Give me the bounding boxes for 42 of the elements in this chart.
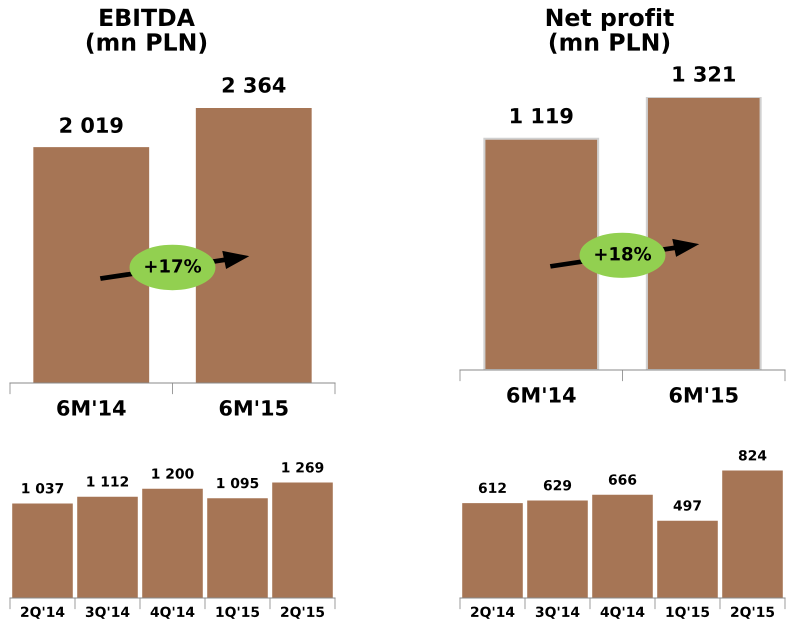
x-tick-label: 6M'14 — [507, 387, 576, 403]
data-label: 824 — [738, 450, 766, 461]
x-tick-label: 3Q'14 — [86, 606, 130, 619]
annotation: +18% — [595, 246, 652, 261]
data-label: 1 269 — [282, 462, 324, 473]
x-tick-label: 2Q'14 — [21, 606, 64, 619]
data-label: 1 095 — [217, 478, 258, 488]
bar — [527, 500, 588, 598]
x-tick-label: 6M'15 — [670, 387, 738, 403]
data-label: 2 364 — [222, 77, 286, 93]
x-tick-label: 2Q'15 — [731, 606, 774, 619]
bar — [657, 520, 718, 598]
bar — [77, 496, 138, 598]
bar — [207, 498, 268, 598]
data-label: 1 200 — [152, 468, 194, 479]
x-tick-label: 1Q'15 — [666, 606, 710, 619]
x-tick-label: 4Q'14 — [150, 606, 194, 619]
chart-title: Net profit (mn PLN) — [546, 8, 674, 54]
x-tick-label: 3Q'14 — [536, 606, 580, 619]
data-label: 629 — [544, 480, 572, 490]
data-label: 612 — [478, 482, 506, 494]
data-label: 2 019 — [60, 117, 123, 133]
data-label: 1 321 — [673, 66, 735, 82]
chart-title: EBITDA (mn PLN) — [86, 8, 206, 54]
data-label: 1 119 — [510, 108, 573, 124]
bar — [272, 482, 333, 598]
x-tick-label: 2Q'15 — [281, 606, 324, 619]
x-tick-label: 4Q'14 — [600, 606, 644, 619]
x-tick-label: 6M'14 — [57, 400, 126, 416]
x-tick-label: 1Q'15 — [216, 606, 260, 619]
bar — [722, 470, 783, 598]
bar — [592, 494, 653, 598]
x-tick-label: 6M'15 — [220, 400, 288, 416]
bar — [462, 503, 523, 598]
data-label: 1 112 — [87, 476, 128, 487]
bar — [142, 488, 203, 598]
data-label: 666 — [608, 474, 636, 485]
data-label: 1 037 — [22, 482, 64, 494]
x-tick-label: 2Q'14 — [471, 606, 514, 619]
annotation: +17% — [145, 259, 202, 273]
bar — [12, 503, 73, 598]
data-label: 497 — [674, 500, 701, 511]
